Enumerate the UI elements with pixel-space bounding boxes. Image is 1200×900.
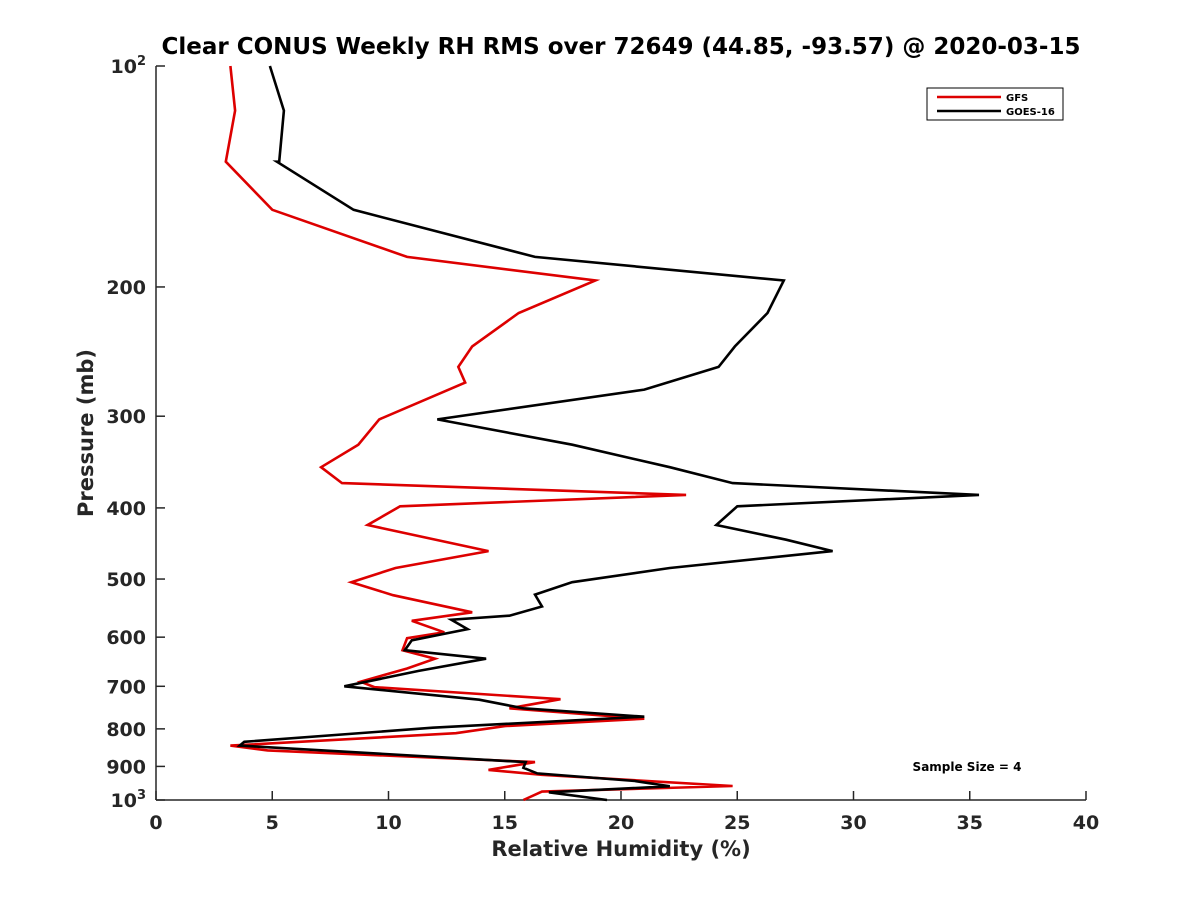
plot-area <box>156 66 1086 800</box>
x-tick-label: 15 <box>492 812 518 834</box>
series-line-goes16 <box>236 65 980 802</box>
x-tick-label: 30 <box>840 812 866 834</box>
series-line-gfs <box>224 65 733 802</box>
axes <box>155 66 1086 801</box>
x-tick-label: 35 <box>957 812 983 834</box>
y-axis-label: Pressure (mb) <box>74 349 98 517</box>
legend-box <box>926 87 1064 121</box>
y-tick-label: 500 <box>106 569 146 591</box>
legend-label-gfs: GFS <box>1006 93 1028 104</box>
x-axis-ticks: 0 5 10 15 20 25 30 35 40 <box>149 791 1099 834</box>
x-tick-label: 10 <box>375 812 401 834</box>
y-axis-ticks: 102 200 300 400 500 600 700 800 900 103 <box>106 54 165 812</box>
x-tick-label: 25 <box>724 812 750 834</box>
legend-label-goes16: GOES-16 <box>1006 107 1055 118</box>
y-tick-label: 700 <box>106 676 146 698</box>
x-axis-label: Relative Humidity (%) <box>491 837 750 861</box>
y-tick-label: 200 <box>106 277 146 299</box>
y-tick-label: 800 <box>106 719 146 741</box>
x-tick-label: 5 <box>266 812 279 834</box>
y-tick-label: 400 <box>106 498 146 520</box>
data-series <box>224 65 980 802</box>
y-tick-label: 103 <box>111 788 147 812</box>
x-tick-label: 20 <box>608 812 634 834</box>
chart-title: Clear CONUS Weekly RH RMS over 72649 (44… <box>162 34 1081 60</box>
x-tick-label: 40 <box>1073 812 1099 834</box>
x-tick-label: 0 <box>149 812 162 834</box>
y-tick-label: 300 <box>106 406 146 428</box>
y-tick-label: 900 <box>106 756 146 778</box>
legend: GFS GOES-16 <box>926 87 1064 121</box>
y-tick-label: 102 <box>111 54 147 78</box>
y-tick-label: 600 <box>106 627 146 649</box>
sample-size-annotation: Sample Size = 4 <box>913 760 1022 774</box>
